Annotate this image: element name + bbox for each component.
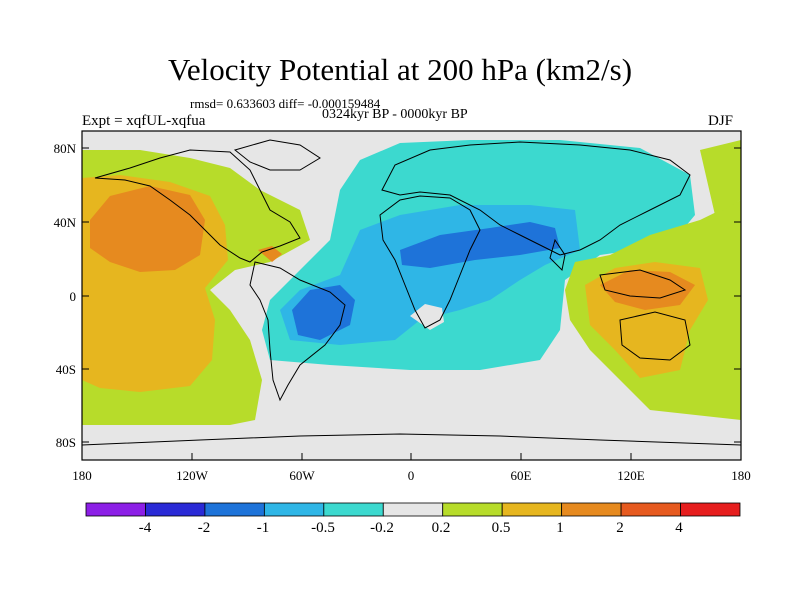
colorbar-label: 4 <box>675 520 683 536</box>
colorbar-segment <box>442 502 503 517</box>
x-tick-label: 60E <box>511 468 532 483</box>
period-label: 0324kyr BP - 0000kyr BP <box>322 107 468 122</box>
y-tick-label: 0 <box>70 289 77 304</box>
y-tick-labels: 80N 40N 0 40S 80S <box>54 141 77 450</box>
x-tick-label: 0 <box>408 468 415 483</box>
colorbar-label: 1 <box>556 520 564 536</box>
x-tick-label: 120W <box>176 468 209 483</box>
colorbar-labels: -4 -2 -1 -0.5 -0.2 0.2 0.5 1 2 4 <box>139 520 684 536</box>
colorbar-label: -4 <box>139 520 152 536</box>
positive-region-caribbean <box>258 246 282 262</box>
colorbar-segment <box>620 502 681 517</box>
colorbar-segment <box>204 502 265 517</box>
x-tick-label: 180 <box>72 468 92 483</box>
x-tick-label: 180 <box>731 468 751 483</box>
stats-label: rmsd= 0.633603 diff= -0.000159484 <box>190 96 381 111</box>
positive-region-atlantic-strip <box>700 140 741 215</box>
x-tick-label: 120E <box>617 468 645 483</box>
x-tick-label: 60W <box>289 468 315 483</box>
negative-region-africa-core <box>400 222 560 268</box>
x-axis <box>81 453 742 460</box>
y-tick-label: 80S <box>56 435 76 450</box>
colorbar-label: -0.5 <box>311 520 335 536</box>
experiment-label: Expt = xqfUL-xqfua <box>82 113 206 129</box>
colorbar-segment <box>561 502 622 517</box>
y-axis <box>82 147 741 443</box>
colorbar-label: 2 <box>616 520 624 536</box>
coastlines <box>82 139 741 446</box>
colorbar-label: -0.2 <box>370 520 394 536</box>
positive-region-indopacific-core <box>600 270 695 310</box>
y-tick-label: 80N <box>54 141 77 156</box>
colorbar-segment <box>680 502 741 517</box>
positive-region-pacific-core <box>90 186 205 272</box>
chart-title: Velocity Potential at 200 hPa (km2/s) <box>167 52 633 87</box>
neutral-pocket-south-atlantic <box>410 304 444 330</box>
y-tick-label: 40S <box>56 362 76 377</box>
x-tick-labels: 180 120W 60W 0 60E 120E 180 <box>72 468 751 483</box>
colorbar <box>85 502 741 517</box>
colorbar-segment <box>323 502 384 517</box>
colorbar-label: 0.5 <box>492 520 511 536</box>
colorbar-segment <box>501 502 563 517</box>
season-label: DJF <box>708 113 734 129</box>
colorbar-segment <box>382 502 444 517</box>
colorbar-segment <box>263 502 325 517</box>
colorbar-label: -2 <box>198 520 211 536</box>
colorbar-segment <box>85 502 146 517</box>
velocity-potential-field <box>82 131 741 460</box>
colorbar-segment <box>145 502 206 517</box>
y-tick-label: 40N <box>54 215 77 230</box>
colorbar-label: -1 <box>257 520 270 536</box>
colorbar-label: 0.2 <box>432 520 451 536</box>
